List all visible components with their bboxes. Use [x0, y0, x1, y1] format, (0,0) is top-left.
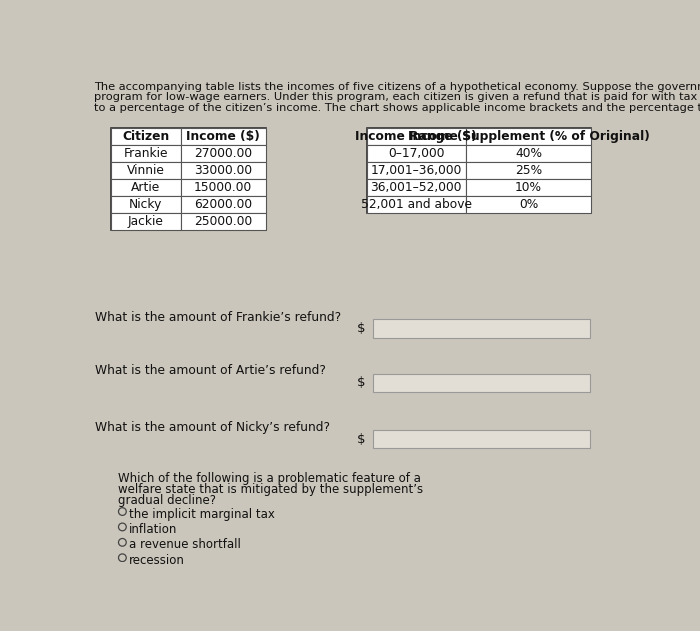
- Text: 25000.00: 25000.00: [194, 215, 252, 228]
- Bar: [367, 145, 466, 162]
- Bar: [181, 145, 266, 162]
- Text: What is the amount of Artie’s refund?: What is the amount of Artie’s refund?: [95, 365, 326, 377]
- Text: 27000.00: 27000.00: [194, 147, 252, 160]
- Text: Income Supplement (% of Original): Income Supplement (% of Original): [407, 130, 650, 143]
- Bar: [466, 162, 592, 179]
- Text: 0–17,000: 0–17,000: [388, 147, 444, 160]
- Bar: [181, 128, 266, 145]
- Text: inflation: inflation: [130, 523, 178, 536]
- Text: Frankie: Frankie: [123, 147, 168, 160]
- Text: recession: recession: [130, 554, 186, 567]
- Bar: [111, 196, 181, 213]
- Text: The accompanying table lists the incomes of five citizens of a hypothetical econ: The accompanying table lists the incomes…: [94, 82, 700, 92]
- Text: 62000.00: 62000.00: [194, 198, 252, 211]
- Text: $: $: [356, 433, 365, 445]
- Bar: [367, 162, 466, 179]
- Text: $: $: [356, 322, 365, 335]
- Text: 33000.00: 33000.00: [194, 164, 252, 177]
- Text: Artie: Artie: [131, 181, 160, 194]
- Bar: [367, 179, 466, 196]
- Text: 0%: 0%: [519, 198, 538, 211]
- Text: a revenue shortfall: a revenue shortfall: [130, 538, 242, 551]
- Bar: [466, 179, 592, 196]
- Bar: [372, 430, 589, 449]
- Text: 36,001–52,000: 36,001–52,000: [370, 181, 462, 194]
- Bar: [372, 319, 589, 338]
- Bar: [466, 196, 592, 213]
- Text: 10%: 10%: [515, 181, 542, 194]
- Bar: [111, 213, 181, 230]
- Bar: [372, 374, 589, 392]
- Bar: [367, 196, 466, 213]
- Text: 17,001–36,000: 17,001–36,000: [370, 164, 462, 177]
- Bar: [367, 128, 592, 213]
- Text: What is the amount of Nicky’s refund?: What is the amount of Nicky’s refund?: [95, 421, 330, 433]
- Text: 15000.00: 15000.00: [194, 181, 252, 194]
- Text: gradual decline?: gradual decline?: [118, 494, 216, 507]
- Text: What is the amount of Frankie’s refund?: What is the amount of Frankie’s refund?: [95, 310, 342, 324]
- Text: 52,001 and above: 52,001 and above: [360, 198, 472, 211]
- Bar: [466, 145, 592, 162]
- Text: to a percentage of the citizen’s income. The chart shows applicable income brack: to a percentage of the citizen’s income.…: [94, 103, 700, 113]
- Bar: [181, 179, 266, 196]
- Text: the implicit marginal tax: the implicit marginal tax: [130, 508, 275, 521]
- Bar: [111, 179, 181, 196]
- Text: 40%: 40%: [515, 147, 542, 160]
- Text: Which of the following is a problematic feature of a: Which of the following is a problematic …: [118, 472, 421, 485]
- Text: Income ($): Income ($): [186, 130, 260, 143]
- Text: Nicky: Nicky: [129, 198, 162, 211]
- Bar: [111, 145, 181, 162]
- Bar: [111, 128, 181, 145]
- Text: welfare state that is mitigated by the supplement’s: welfare state that is mitigated by the s…: [118, 483, 423, 496]
- Text: Vinnie: Vinnie: [127, 164, 164, 177]
- Bar: [111, 162, 181, 179]
- Text: Jackie: Jackie: [127, 215, 164, 228]
- Bar: [111, 128, 266, 230]
- Bar: [466, 128, 592, 145]
- Text: $: $: [356, 377, 365, 389]
- Text: 25%: 25%: [515, 164, 542, 177]
- Text: Citizen: Citizen: [122, 130, 169, 143]
- Text: program for low-wage earners. Under this program, each citizen is given a refund: program for low-wage earners. Under this…: [94, 92, 700, 102]
- Bar: [181, 162, 266, 179]
- Bar: [181, 196, 266, 213]
- Bar: [181, 213, 266, 230]
- Bar: [367, 128, 466, 145]
- Text: Income Range ($): Income Range ($): [356, 130, 477, 143]
